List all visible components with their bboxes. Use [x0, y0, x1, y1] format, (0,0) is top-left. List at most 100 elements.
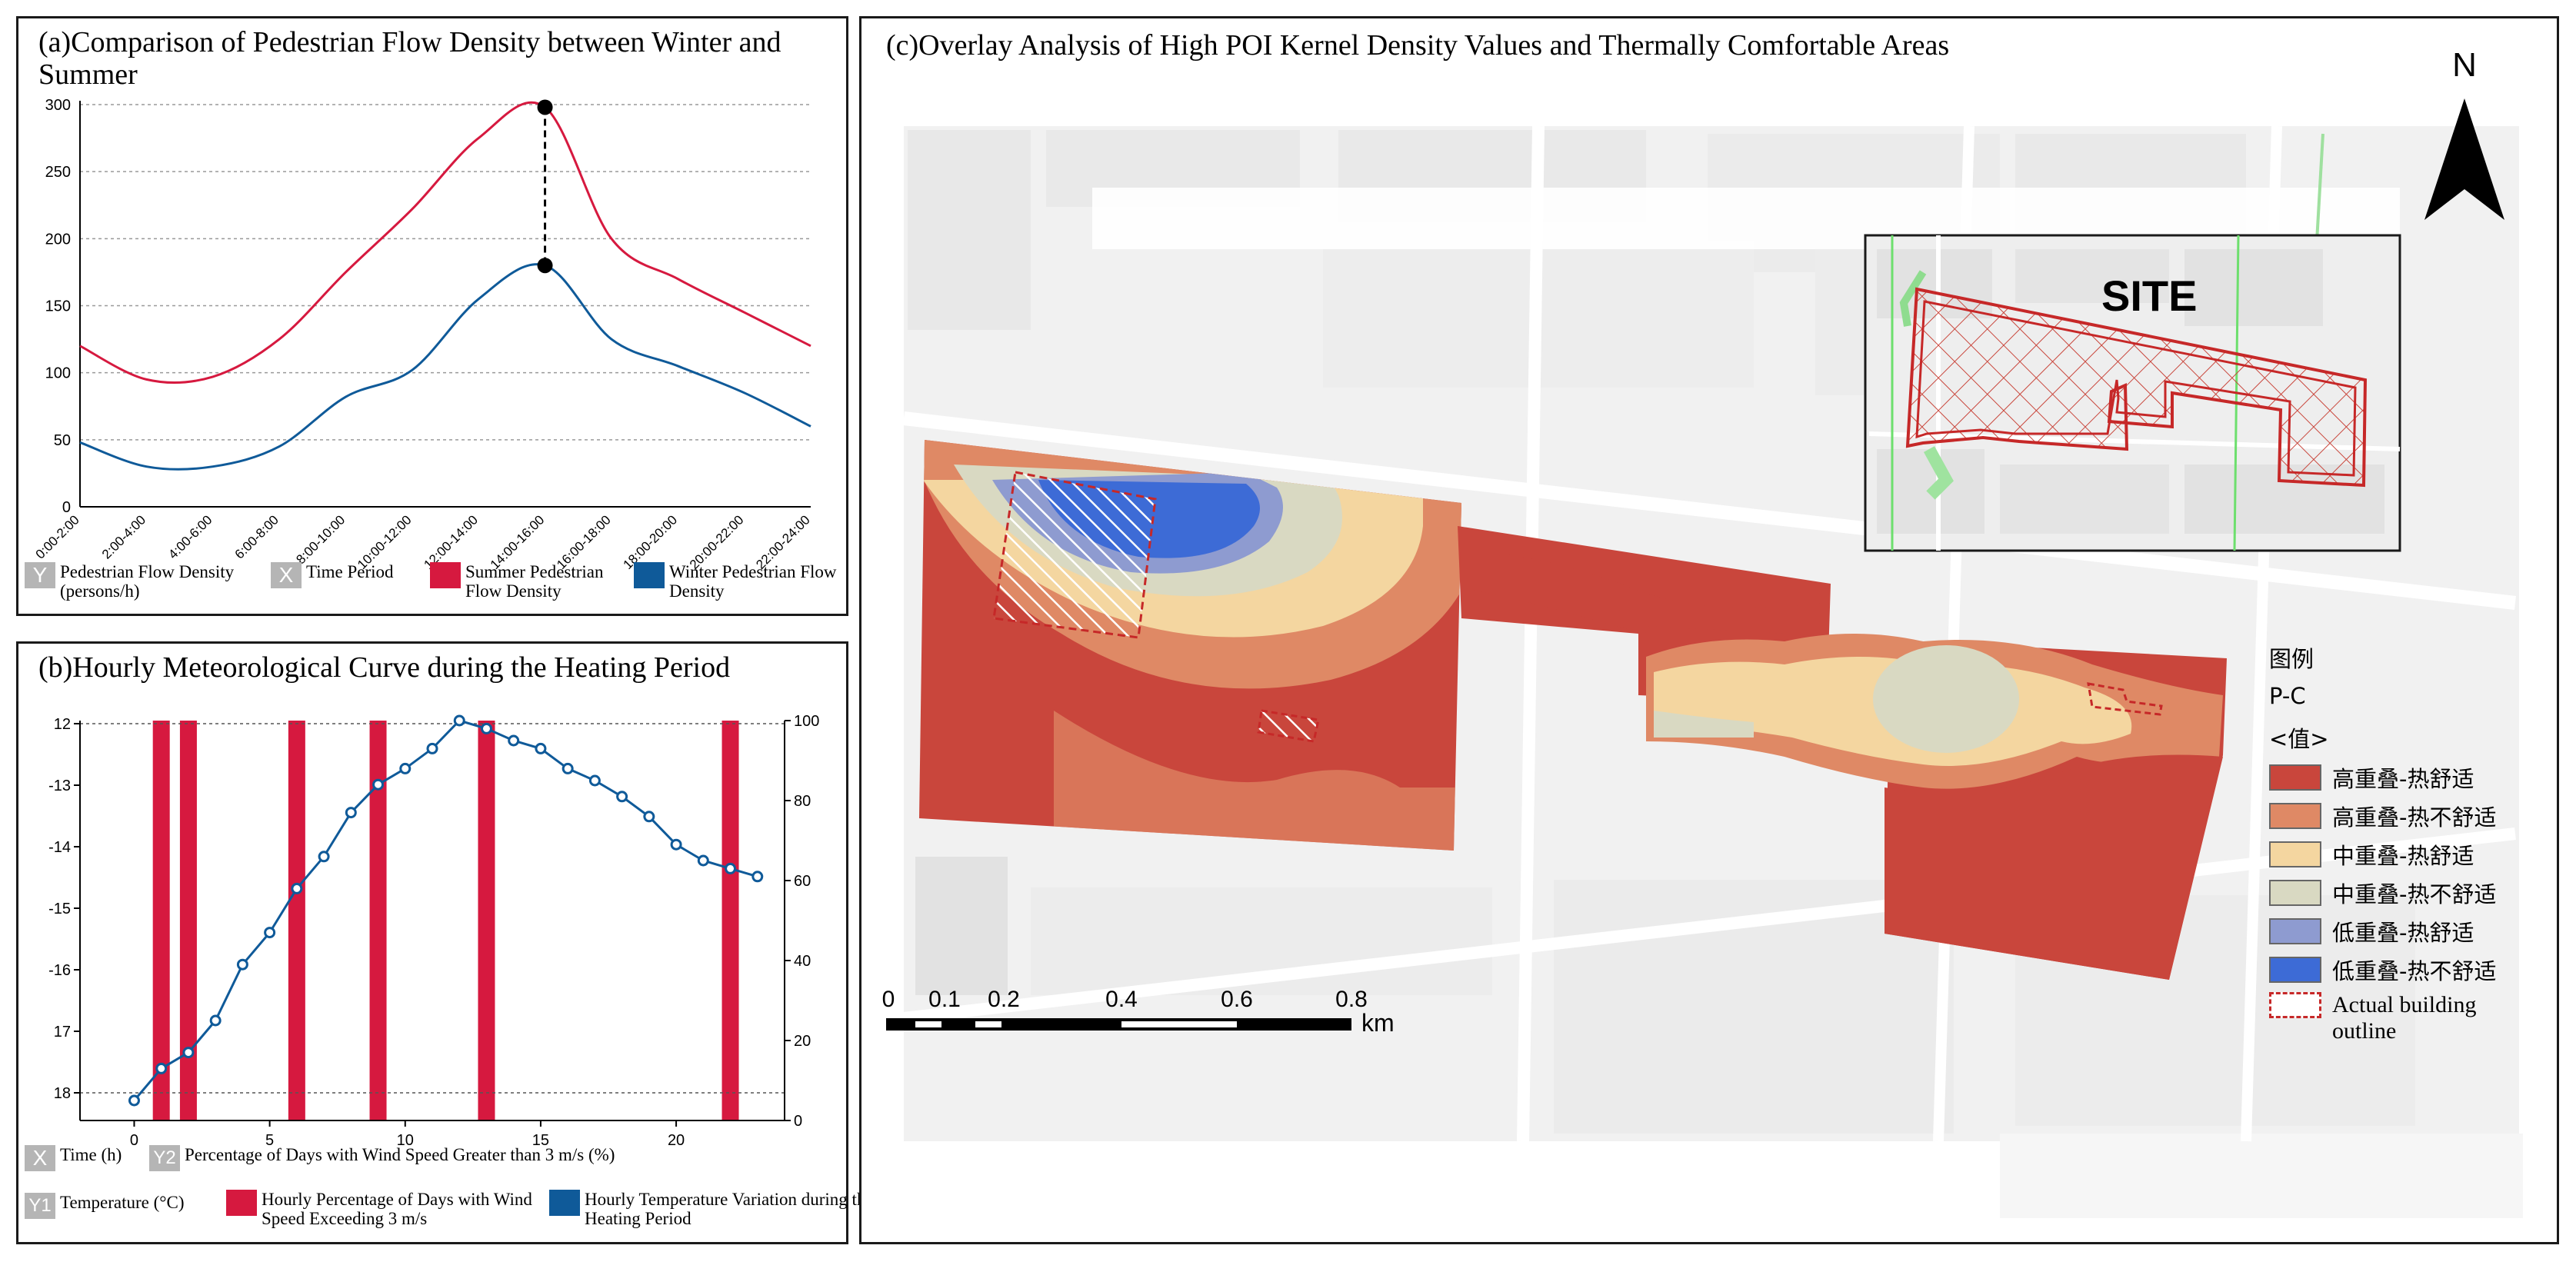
y1-tick-label: 17 [54, 1024, 71, 1041]
temperature-point [751, 871, 764, 883]
legend-a-item: Y Pedestrian Flow Density (persons/h) [25, 562, 283, 601]
y2-tick-label: 0 [794, 1113, 802, 1130]
scale-bar: 0 0.1 0.2 0.4 0.6 0.8 km [882, 987, 1395, 1037]
x-tick-label: 6:00-8:00 [232, 512, 282, 561]
legend-b-item: X Time (h) [25, 1145, 160, 1171]
map-legend-title: 图例 [2269, 646, 2314, 672]
legend-b: X Time (h) Y2 Percentage of Days with Wind … [18, 1144, 874, 1244]
legend-b-swatch: X [25, 1145, 55, 1171]
map-legend-swatch [2269, 880, 2321, 906]
temperature-point [616, 791, 628, 803]
winter-peak-point [537, 258, 553, 274]
temperature-point [643, 811, 655, 823]
analysis-zone-west [919, 440, 1461, 851]
map-legend-label: 高重叠-热舒适 [2332, 766, 2474, 792]
legend-a-label: Time Period [306, 562, 394, 581]
temperature-point [426, 742, 438, 754]
series-line [79, 101, 811, 385]
temperature-point [236, 958, 248, 971]
map-legend-item: 高重叠-热不舒适 [2269, 800, 2496, 832]
temperature-point [318, 851, 330, 863]
x-tick-label: 20 [668, 1132, 685, 1149]
map-legend-item: 中重叠-热舒适 [2269, 838, 2474, 871]
map-legend-swatch [2269, 841, 2321, 867]
temperature-point [264, 927, 276, 939]
y1-tick-label: -15 [48, 901, 71, 917]
legend-b-label: Time (h) [60, 1145, 122, 1164]
wind-bar [152, 721, 170, 1120]
y2-tick-label: 100 [794, 713, 819, 730]
panel-c-title: (c)Overlay Analysis of High POI Kernel D… [886, 29, 1950, 62]
legend-b-label: Temperature (°C) [60, 1193, 185, 1212]
legend-a-swatch: X [271, 562, 302, 588]
y-tick-label: 300 [45, 97, 71, 114]
legend-b-label: Hourly Temperature Variation during the … [585, 1190, 874, 1228]
temperature-point [670, 838, 682, 851]
legend-a-label: Winter Pedestrian Flow Density [669, 562, 837, 601]
x-tick-label: 2:00-4:00 [99, 512, 148, 561]
legend-b-item: Y1 Temperature (°C) [25, 1193, 214, 1219]
inset-map: SITE [1864, 234, 2401, 552]
temperature-point [291, 882, 303, 894]
map-legend-label: 低重叠-热不舒适 [2332, 958, 2497, 984]
panel-a-title: (a)Comparison of Pedestrian Flow Density… [38, 26, 781, 91]
x-tick-label: 4:00-6:00 [165, 512, 215, 561]
scale-tick-1: 0.1 [928, 987, 961, 1012]
wind-bar [369, 721, 387, 1120]
scale-tick-3: 0.4 [1105, 987, 1138, 1012]
legend-b-item: Y2 Percentage of Days with Wind Speed Gre… [149, 1145, 754, 1171]
temperature-point [209, 1014, 222, 1027]
legend-b-swatch: Y1 [25, 1193, 55, 1219]
legend-b-item: Hourly Percentage of Days with Wind Spee… [226, 1190, 554, 1228]
y1-tick-label: -13 [48, 778, 71, 794]
temperature-point [399, 762, 412, 774]
map-legend-item: 低重叠-热舒适 [2269, 915, 2474, 947]
map-legend-swatch [2269, 764, 2321, 791]
y1-tick-label: 18 [54, 1085, 71, 1102]
temperature-point [508, 734, 520, 747]
legend-b-swatch [549, 1190, 580, 1216]
map-legend-label: 中重叠-热舒适 [2332, 843, 2474, 869]
map-legend-swatch [2269, 803, 2321, 829]
x-tick-label: 5 [265, 1132, 274, 1149]
map-legend-value: <值> [2269, 726, 2329, 752]
scale-tick-2: 0.2 [988, 987, 1020, 1012]
legend-a-swatch [430, 562, 461, 588]
map-legend-item-outline: Actual building outline [2269, 992, 2501, 1044]
temperature-line [133, 719, 758, 1101]
y-tick-label: 100 [45, 365, 71, 382]
temperature-point [128, 1094, 140, 1107]
map-legend: 图例 P-C <值> 高重叠-热舒适 高重叠-热不舒适 中重叠-热舒适 中重叠-… [2269, 641, 2554, 1103]
map-legend-label: 低重叠-热舒适 [2332, 920, 2474, 946]
legend-a-swatch: Y [25, 562, 55, 588]
map-legend-swatch [2269, 957, 2321, 983]
temperature-point [155, 1062, 168, 1074]
north-label: N [2452, 46, 2477, 84]
wind-bar [288, 721, 305, 1120]
chart-b: 12 -13 -14 -15 -16 17 18 0 20 40 60 80 100 0 5 10 15 20 [48, 713, 819, 1149]
wind-bar [179, 721, 197, 1120]
legend-a-item: X Time Period [271, 562, 429, 588]
y-tick-label: 50 [54, 432, 71, 449]
legend-b-item: Hourly Temperature Variation during the … [549, 1190, 877, 1228]
temperature-point [697, 854, 709, 867]
outline-swatch [2269, 992, 2321, 1018]
map-legend-item: 中重叠-热不舒适 [2269, 877, 2496, 909]
x-tick-label: 10 [397, 1132, 414, 1149]
series-line [79, 263, 811, 471]
y2-tick-label: 80 [794, 793, 811, 810]
temperature-point [453, 714, 465, 727]
wind-bar [478, 721, 495, 1120]
panel-b-title: (b)Hourly Meteorological Curve during th… [38, 651, 731, 684]
summer-peak-point [537, 99, 553, 115]
analysis-zone-east [1646, 626, 2227, 980]
temperature-point [725, 862, 737, 874]
scale-tick-4: 0.6 [1221, 987, 1253, 1012]
north-arrow: N [2424, 46, 2504, 220]
temperature-point [480, 722, 492, 734]
overlay-map: SITE N 0 0.1 0.2 0.4 0.6 0.8 km [882, 46, 2523, 1218]
legend-b-label: Percentage of Days with Wind Speed Great… [185, 1145, 615, 1164]
scale-tick-0: 0 [882, 987, 895, 1012]
legend-b-label: Hourly Percentage of Days with Wind Spee… [262, 1190, 532, 1228]
panel-a: (a)Comparison of Pedestrian Flow Density… [16, 16, 848, 616]
